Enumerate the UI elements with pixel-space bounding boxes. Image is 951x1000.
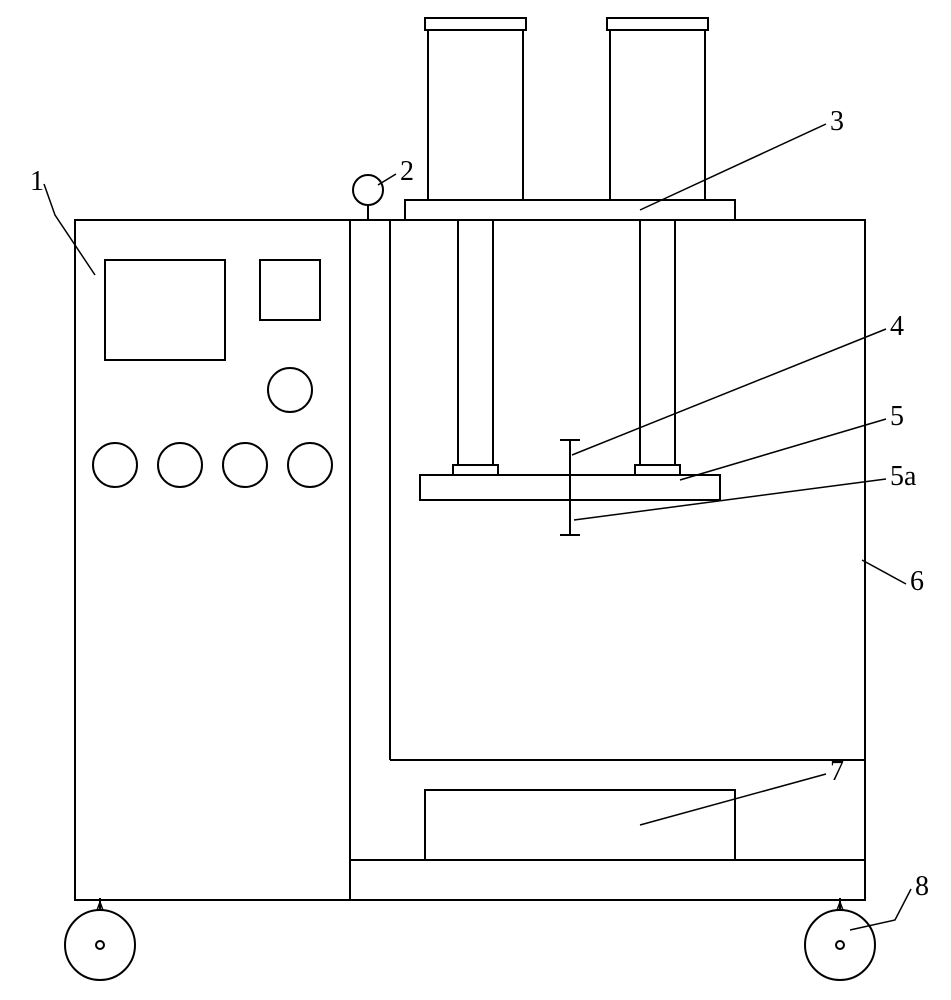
base-step (350, 860, 865, 900)
label-text: 6 (910, 566, 924, 597)
label-text: 5 (890, 401, 904, 432)
label-text: 1 (30, 166, 44, 197)
lower-block (425, 790, 735, 860)
label-text: 2 (400, 156, 414, 187)
cylinder-1 (425, 18, 526, 200)
label-6: 6 (862, 560, 924, 597)
cylinder-2 (607, 18, 708, 200)
leader-line (378, 174, 396, 185)
pressure-gauge (353, 175, 383, 220)
label-text: 3 (830, 106, 844, 137)
label-text: 8 (915, 871, 929, 902)
caster-2 (805, 898, 875, 980)
top-plate (405, 200, 735, 220)
label-2: 2 (378, 156, 414, 187)
label-text: 5a (890, 461, 917, 492)
machine-diagram (65, 18, 875, 980)
label-text: 4 (890, 311, 904, 342)
label-text: 7 (830, 756, 844, 787)
caster-1 (65, 898, 135, 980)
